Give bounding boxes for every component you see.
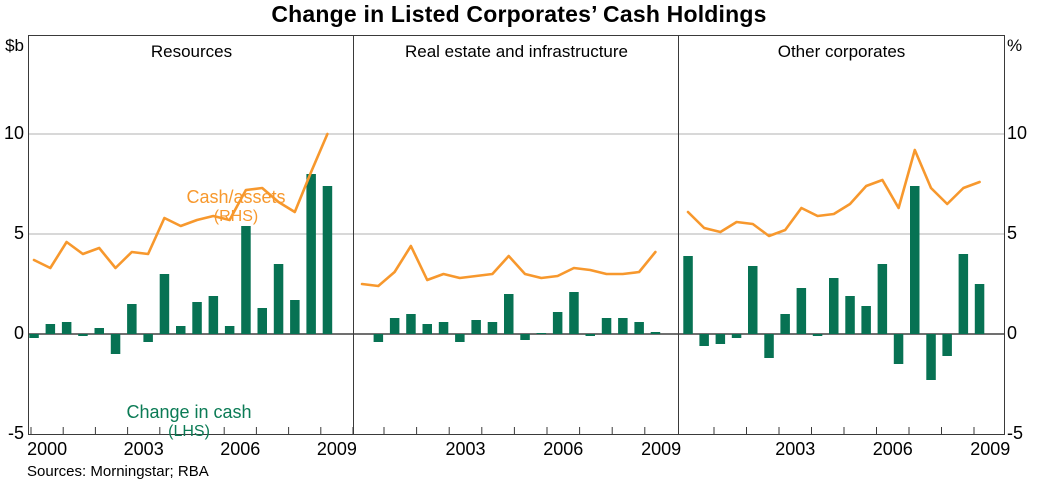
right-axis-tick-label: 10 [1007,123,1028,143]
right-axis-tick-label: -5 [1007,423,1024,443]
source-note: Sources: Morningstar; RBA [27,463,209,480]
x-axis-year-label: 2009 [316,439,357,459]
lhs-label: (LHS) [168,423,210,440]
real-estate-chart-canvas [354,133,679,434]
x-axis-year-label: 2006 [543,439,584,459]
x-axis-year-label: 2003 [123,439,164,459]
other-corporates-chart-canvas [679,133,1004,434]
chart-title: Change in Listed Corporates’ Cash Holdin… [271,1,767,27]
x-axis-year-label: 2009 [641,439,682,459]
bar-series-label: Change in cash (LHS) [89,402,289,442]
resources-chart-canvas [29,132,354,434]
left-axis-tick-label: 5 [13,223,24,243]
left-axis-tick-label: 0 [13,323,24,343]
x-axis-year-label: 2009 [970,439,1011,459]
panel-title-real-estate: Real estate and infrastructure [404,42,628,61]
left-axis-tick-label: 10 [3,123,24,143]
panel-resources: Resources 2000 2003 2006 2009 Cash/assets (… [27,36,357,459]
cash-assets-label: Cash/assets [186,187,286,207]
x-axis-year-label: 2003 [775,439,816,459]
change-in-cash-label: Change in cash [126,402,252,422]
panel-title-resources: Resources [150,42,233,61]
panel-other-corporates: Other corporates 2003 2006 2009 [678,36,1010,459]
left-axis-unit: $b [5,36,24,55]
rhs-label: (RHS) [213,208,259,225]
x-axis-year-label: 2000 [27,439,68,459]
right-axis-tick-label: 0 [1007,323,1018,343]
left-axis-tick-label: -5 [7,423,24,443]
right-axis-tick-label: 5 [1007,223,1018,243]
x-axis-year-label: 2003 [445,439,486,459]
plot-area: Resources 2000 2003 2006 2009 Cash/assets (… [27,35,1010,459]
x-axis-year-label: 2006 [220,439,261,459]
panel-real-estate: Real estate and infrastructure 2003 2006 2… [353,36,681,459]
line-series-label: Cash/assets (RHS) [136,187,336,227]
right-axis-unit: % [1007,36,1023,55]
x-axis-year-label: 2006 [872,439,913,459]
panel-title-other-corporates: Other corporates [777,42,906,61]
